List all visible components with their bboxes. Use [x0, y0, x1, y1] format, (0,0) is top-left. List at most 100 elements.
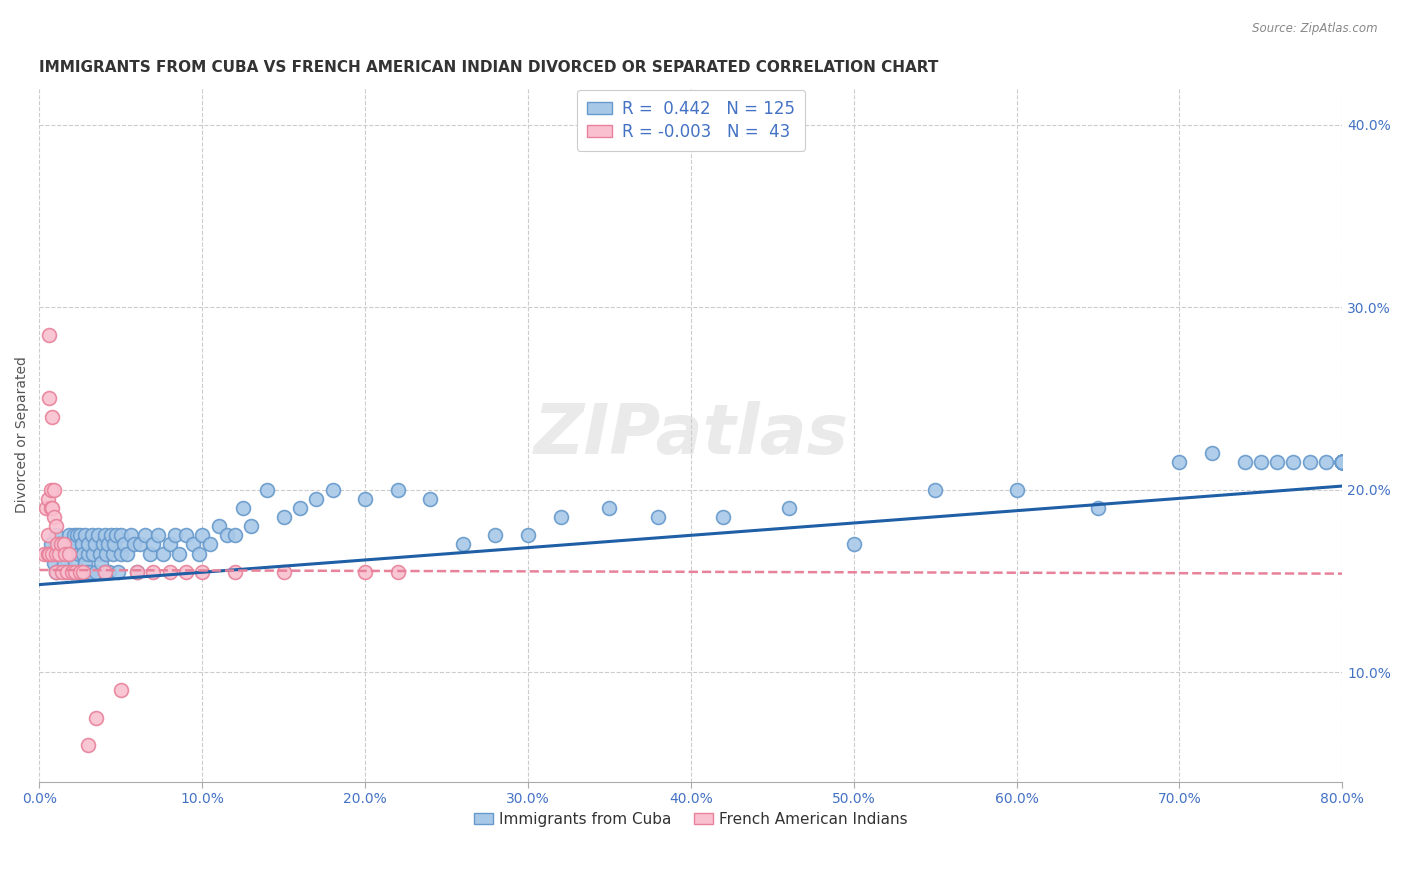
Point	[42, 556, 65, 570]
Point	[159, 537, 181, 551]
Point	[42, 510, 65, 524]
Point	[419, 491, 441, 506]
Point	[1331, 455, 1354, 469]
Point	[159, 565, 181, 579]
Point	[1331, 455, 1354, 469]
Point	[354, 565, 377, 579]
Point	[38, 547, 60, 561]
Point	[191, 528, 214, 542]
Point	[134, 528, 156, 542]
Y-axis label: Divorced or Separated: Divorced or Separated	[15, 357, 30, 514]
Point	[1331, 455, 1354, 469]
Point	[37, 491, 59, 506]
Point	[37, 528, 59, 542]
Point	[1201, 446, 1223, 460]
Point	[60, 565, 83, 579]
Point	[1331, 455, 1354, 469]
Point	[39, 500, 62, 515]
Point	[39, 537, 62, 551]
Point	[1331, 455, 1354, 469]
Point	[1331, 455, 1354, 469]
Text: Source: ZipAtlas.com: Source: ZipAtlas.com	[1253, 22, 1378, 36]
Point	[305, 491, 328, 506]
Point	[110, 528, 132, 542]
Point	[45, 565, 67, 579]
Point	[322, 483, 344, 497]
Point	[55, 547, 77, 561]
Point	[104, 528, 127, 542]
Point	[46, 537, 69, 551]
Point	[122, 537, 145, 551]
Point	[41, 409, 63, 424]
Point	[79, 565, 101, 579]
Point	[1331, 455, 1354, 469]
Point	[152, 547, 174, 561]
Point	[1315, 455, 1337, 469]
Point	[66, 528, 89, 542]
Point	[354, 491, 377, 506]
Point	[35, 500, 58, 515]
Point	[451, 537, 474, 551]
Point	[58, 547, 80, 561]
Point	[110, 683, 132, 698]
Point	[45, 519, 67, 533]
Point	[842, 537, 865, 551]
Point	[387, 565, 409, 579]
Point	[62, 528, 84, 542]
Point	[1168, 455, 1191, 469]
Point	[1331, 455, 1354, 469]
Point	[96, 547, 118, 561]
Point	[89, 547, 111, 561]
Point	[60, 537, 83, 551]
Point	[52, 556, 75, 570]
Point	[93, 565, 115, 579]
Point	[517, 528, 540, 542]
Point	[60, 565, 83, 579]
Point	[98, 565, 121, 579]
Point	[70, 537, 93, 551]
Point	[34, 547, 56, 561]
Point	[778, 500, 800, 515]
Point	[224, 528, 246, 542]
Point	[56, 537, 79, 551]
Point	[598, 500, 620, 515]
Point	[41, 500, 63, 515]
Point	[37, 547, 59, 561]
Point	[142, 565, 165, 579]
Point	[38, 327, 60, 342]
Point	[1331, 455, 1354, 469]
Point	[1331, 455, 1354, 469]
Point	[56, 565, 79, 579]
Point	[1331, 455, 1354, 469]
Point	[1250, 455, 1272, 469]
Point	[73, 556, 96, 570]
Point	[273, 565, 295, 579]
Point	[484, 528, 506, 542]
Point	[550, 510, 572, 524]
Point	[1331, 455, 1354, 469]
Point	[55, 565, 77, 579]
Point	[1087, 500, 1109, 515]
Point	[1331, 455, 1354, 469]
Point	[77, 547, 100, 561]
Point	[127, 565, 149, 579]
Point	[38, 392, 60, 406]
Point	[72, 547, 94, 561]
Point	[77, 738, 100, 752]
Point	[82, 547, 104, 561]
Point	[52, 537, 75, 551]
Point	[59, 547, 82, 561]
Point	[37, 547, 59, 561]
Point	[148, 528, 170, 542]
Point	[273, 510, 295, 524]
Point	[188, 547, 211, 561]
Point	[207, 519, 229, 533]
Point	[117, 547, 139, 561]
Point	[169, 547, 191, 561]
Point	[1331, 455, 1354, 469]
Point	[65, 537, 87, 551]
Point	[86, 711, 108, 725]
Point	[103, 537, 125, 551]
Point	[1265, 455, 1288, 469]
Point	[48, 547, 70, 561]
